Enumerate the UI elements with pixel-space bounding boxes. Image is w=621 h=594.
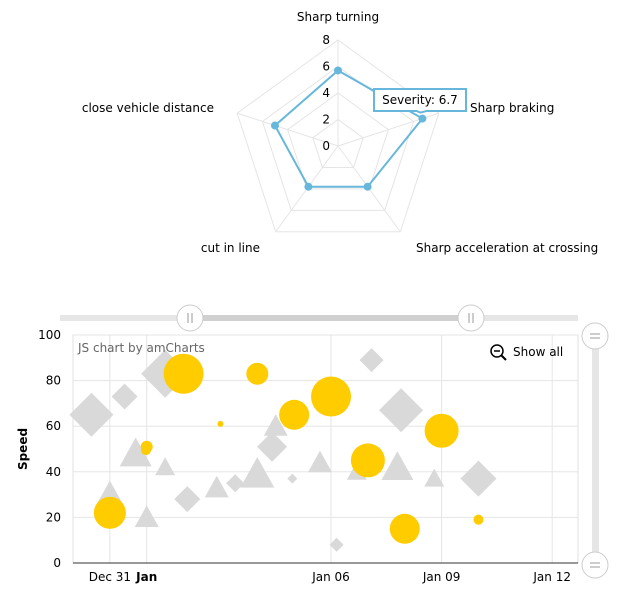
bubble-point[interactable] bbox=[473, 514, 484, 525]
radar-axis-labels: Sharp turning Sharp braking Sharp accelera… bbox=[82, 10, 598, 255]
x-scrollbar-thumb[interactable] bbox=[190, 315, 471, 321]
radar-grid-ring bbox=[261, 65, 415, 211]
radar-series-line bbox=[273, 69, 424, 188]
bubble-point[interactable] bbox=[217, 420, 224, 427]
bubble-point[interactable] bbox=[424, 413, 459, 448]
diamond-point[interactable] bbox=[460, 460, 497, 497]
tooltip-text: Severity: 6.7 bbox=[382, 93, 458, 107]
radar-grid-ring bbox=[312, 118, 364, 168]
radar-tick-label: 4 bbox=[322, 86, 330, 100]
bubble-point[interactable] bbox=[163, 353, 204, 394]
radar-axis-label: Sharp braking bbox=[470, 101, 554, 115]
radar-point[interactable] bbox=[334, 66, 342, 75]
radar-tooltip: Severity: 6.7 bbox=[373, 88, 467, 114]
y-scrollbar-top-grip[interactable] bbox=[581, 322, 609, 350]
radar-axis-label: Sharp acceleration at crossing bbox=[416, 241, 598, 255]
x-tick-label: Dec 31 bbox=[89, 570, 131, 584]
diamond-point[interactable] bbox=[69, 392, 114, 437]
radar-point[interactable] bbox=[270, 121, 279, 130]
y-scrollbar-track[interactable] bbox=[592, 336, 599, 565]
radar-axis-label: cut in line bbox=[201, 241, 260, 255]
bubble-point[interactable] bbox=[140, 445, 151, 456]
diamond-point[interactable] bbox=[257, 431, 288, 462]
x-tick-label: Jan 06 bbox=[311, 570, 350, 584]
y-tick-label: 0 bbox=[53, 556, 61, 570]
amcharts-credit[interactable]: JS chart by amCharts bbox=[77, 341, 205, 355]
bubble-point[interactable] bbox=[279, 399, 310, 430]
radar-grid-ring bbox=[287, 92, 389, 190]
show-all-button[interactable]: Show all bbox=[490, 344, 563, 361]
radar-series bbox=[270, 66, 427, 191]
y-tick-label: 20 bbox=[46, 510, 61, 524]
bubble-point[interactable] bbox=[350, 443, 385, 478]
triangle-point[interactable] bbox=[307, 450, 332, 473]
triangle-point[interactable] bbox=[204, 475, 229, 498]
radar-point[interactable] bbox=[363, 182, 372, 191]
x-tick-label: Jan 12 bbox=[532, 570, 571, 584]
y-tick-label: 80 bbox=[46, 374, 61, 388]
y-tick-label: 100 bbox=[38, 328, 61, 342]
triangle-point[interactable] bbox=[263, 414, 288, 436]
y-tick-label: 40 bbox=[46, 465, 61, 479]
triangle-point[interactable] bbox=[381, 451, 414, 481]
diamond-point[interactable] bbox=[329, 537, 344, 552]
y-tick-label: 60 bbox=[46, 419, 61, 433]
radar-axis-label: close vehicle distance bbox=[82, 101, 214, 115]
radar-spoke bbox=[237, 112, 339, 147]
diamond-point[interactable] bbox=[174, 486, 201, 513]
triangle-point[interactable] bbox=[134, 505, 159, 527]
diamond-point[interactable] bbox=[287, 473, 298, 484]
radar-point[interactable] bbox=[304, 182, 313, 191]
radar-tick-label: 6 bbox=[322, 60, 330, 74]
triangle-point[interactable] bbox=[155, 457, 176, 476]
triangle-point[interactable] bbox=[424, 468, 445, 487]
x-scrollbar-start-grip[interactable] bbox=[176, 304, 204, 332]
bubble-point[interactable] bbox=[389, 513, 420, 544]
x-tick-label: Jan bbox=[135, 570, 157, 584]
radar-tick-label: 0 bbox=[322, 139, 330, 153]
triangle-point[interactable] bbox=[240, 457, 275, 488]
diamond-point[interactable] bbox=[226, 474, 245, 493]
diamond-point[interactable] bbox=[379, 388, 424, 433]
x-scrollbar-end-grip[interactable] bbox=[457, 304, 485, 332]
diamond-point[interactable] bbox=[359, 348, 384, 373]
radar-point[interactable] bbox=[418, 114, 427, 123]
bubble-point[interactable] bbox=[311, 376, 352, 417]
scatter-ticks: 0 20 40 60 80 100 Dec 31 Jan Jan 06 Jan 09 Jan 12 bbox=[38, 328, 571, 584]
scatter-marks bbox=[69, 348, 497, 552]
y-scrollbar-bottom-grip[interactable] bbox=[581, 551, 609, 579]
radar-tick-label: 2 bbox=[322, 113, 330, 127]
radar-tick-label: 8 bbox=[322, 33, 330, 47]
radar-axis-label: Sharp turning bbox=[297, 10, 379, 24]
triangle-point[interactable] bbox=[119, 437, 152, 467]
bubble-point[interactable] bbox=[93, 496, 126, 529]
bubble-point[interactable] bbox=[246, 362, 269, 385]
diamond-point[interactable] bbox=[111, 383, 138, 410]
zoom-out-icon bbox=[490, 344, 507, 361]
x-tick-label: Jan 09 bbox=[422, 570, 461, 584]
radar-radial-ticks: 0 2 4 6 8 bbox=[322, 33, 330, 153]
radar-chart: 0 2 4 6 8 Sharp turning Sharp braking Sharp ac… bbox=[82, 10, 598, 255]
show-all-label: Show all bbox=[513, 345, 563, 359]
y-axis-label: Speed bbox=[16, 428, 30, 470]
